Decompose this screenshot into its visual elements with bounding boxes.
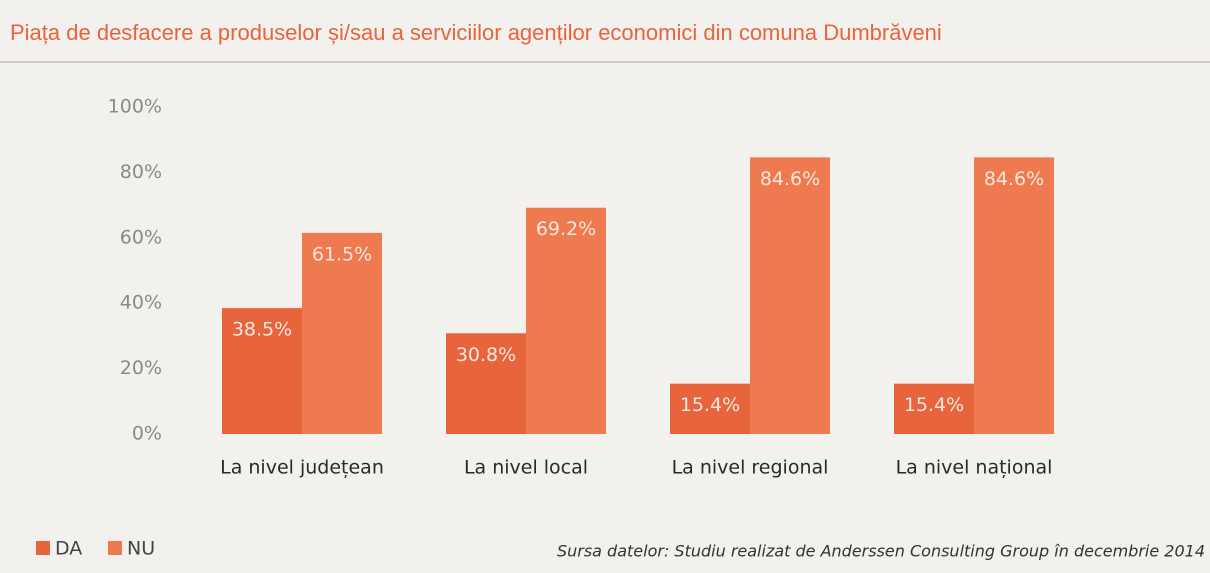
bar: [974, 157, 1054, 434]
source-note: Sursa datelor: Studiu realizat de Anders…: [557, 542, 1205, 561]
legend-label: NU: [127, 538, 155, 560]
value-label: 15.4%: [680, 394, 740, 416]
bar: [750, 157, 830, 434]
x-tick-label: La nivel județean: [220, 457, 384, 479]
y-tick-label: 40%: [120, 292, 162, 314]
value-label: 84.6%: [760, 168, 820, 190]
bar: [670, 383, 750, 434]
y-tick-label: 60%: [120, 226, 162, 248]
bar: [222, 308, 302, 434]
value-label: 69.2%: [536, 218, 596, 240]
bar: [526, 207, 606, 434]
bar: [894, 383, 974, 434]
value-label: 30.8%: [456, 344, 516, 366]
y-tick-label: 100%: [108, 96, 162, 118]
x-tick-label: La nivel național: [896, 457, 1053, 479]
bar: [446, 333, 526, 434]
y-tick-label: 20%: [120, 357, 162, 379]
x-tick-label: La nivel local: [464, 457, 588, 479]
value-label: 15.4%: [904, 394, 964, 416]
chart-title: Piața de desfacere a produselor și/sau a…: [10, 20, 942, 45]
x-tick-label: La nivel regional: [672, 457, 829, 479]
legend-swatch: [108, 541, 122, 555]
bar: [302, 232, 382, 434]
y-tick-label: 80%: [120, 161, 162, 183]
value-label: 84.6%: [984, 168, 1044, 190]
y-tick-label: 0%: [132, 423, 162, 445]
value-label: 38.5%: [232, 319, 292, 341]
value-label: 61.5%: [312, 243, 372, 265]
legend-label: DA: [55, 538, 82, 560]
legend-swatch: [36, 541, 50, 555]
